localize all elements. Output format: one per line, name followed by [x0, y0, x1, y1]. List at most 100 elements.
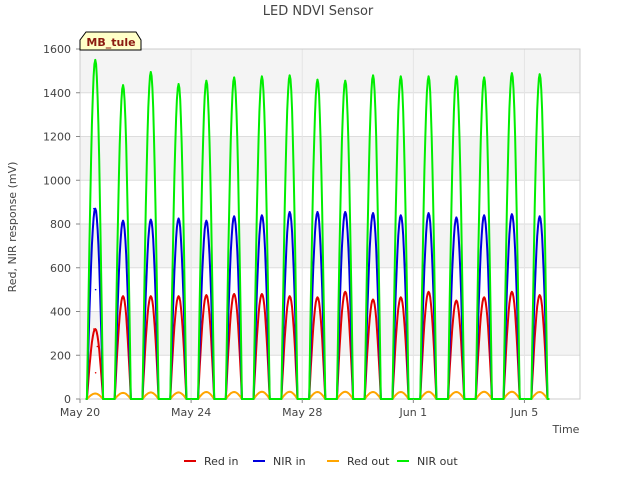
- legend-label: NIR in: [273, 455, 306, 468]
- data-point: [288, 295, 291, 297]
- data-point: [344, 390, 346, 393]
- data-point: [205, 294, 207, 296]
- y-axis-ticks: 0 200 400 600 800 1000 1200 1400 1600: [43, 43, 80, 406]
- data-point: [94, 288, 97, 291]
- data-point: [538, 391, 541, 393]
- background-band: [80, 311, 580, 356]
- background-band: [80, 49, 580, 93]
- data-point: [316, 391, 319, 393]
- site-badge-label: MB_tule: [86, 36, 135, 49]
- x-tick-label: May 28: [282, 406, 322, 419]
- data-point: [510, 72, 513, 74]
- data-point: [399, 296, 402, 299]
- data-point: [233, 293, 235, 295]
- data-point: [510, 213, 513, 215]
- data-point: [149, 391, 152, 394]
- data-point: [316, 211, 319, 213]
- data-point: [483, 296, 485, 299]
- background-band: [80, 136, 580, 181]
- data-point: [93, 328, 95, 330]
- data-point: [427, 291, 430, 293]
- data-point: [483, 214, 485, 217]
- data-point: [372, 74, 374, 77]
- y-axis-label: Red, NIR response (mV): [6, 162, 19, 293]
- chart-title: LED NDVI Sensor: [263, 4, 374, 19]
- legend-label: Red in: [204, 455, 238, 468]
- data-point: [233, 215, 235, 218]
- x-axis-label: Time: [552, 423, 580, 436]
- series-layer: [85, 58, 550, 400]
- x-tick-label: May 24: [171, 406, 211, 419]
- data-point: [205, 391, 207, 393]
- data-point: [427, 212, 430, 214]
- y-tick-label: 400: [50, 306, 71, 319]
- data-point: [177, 295, 180, 297]
- y-tick-label: 600: [50, 262, 71, 275]
- data-point: [455, 75, 457, 78]
- data-point: [483, 390, 485, 393]
- data-point: [316, 78, 319, 81]
- data-point: [455, 216, 457, 219]
- data-point: [260, 293, 263, 295]
- x-tick-label: May 20: [60, 406, 100, 419]
- data-point: [344, 211, 346, 213]
- data-point: [510, 291, 513, 293]
- y-tick-label: 1400: [43, 87, 71, 100]
- site-badge-box: [79, 31, 142, 51]
- data-point: [96, 345, 99, 348]
- background-band: [80, 180, 580, 224]
- legend-label: NIR out: [417, 455, 458, 468]
- data-point: [399, 391, 402, 393]
- background-band: [80, 355, 580, 399]
- data-point: [455, 299, 457, 302]
- data-point: [149, 71, 152, 73]
- background-band: [80, 267, 580, 312]
- x-tick-label: Jun 1: [398, 406, 427, 419]
- data-point: [122, 295, 124, 297]
- data-point: [288, 211, 291, 213]
- data-point: [233, 76, 235, 79]
- data-point: [372, 298, 374, 301]
- data-point: [427, 390, 430, 393]
- x-axis-ticks: May 20 May 24 May 28 Jun 1 Jun 5: [60, 399, 538, 419]
- legend: Red in NIR in Red out NIR out: [184, 455, 458, 468]
- data-point: [177, 83, 180, 85]
- legend-label: Red out: [347, 455, 390, 468]
- data-point: [399, 214, 402, 217]
- data-point: [177, 217, 180, 220]
- data-point: [538, 73, 541, 75]
- y-tick-label: 200: [50, 349, 71, 362]
- y-tick-label: 0: [64, 393, 71, 406]
- data-point: [344, 291, 346, 293]
- y-tick-label: 1000: [43, 174, 71, 187]
- site-badge: MB_tule: [79, 31, 142, 51]
- data-point: [177, 391, 180, 394]
- data-point: [510, 390, 513, 393]
- data-point: [483, 76, 485, 79]
- data-point: [149, 295, 152, 297]
- data-point: [233, 391, 235, 393]
- data-point: [260, 75, 263, 78]
- data-point: [205, 79, 207, 82]
- data-point: [94, 392, 96, 395]
- data-point: [260, 390, 263, 393]
- y-tick-label: 1600: [43, 43, 71, 56]
- x-tick-label: Jun 5: [510, 406, 539, 419]
- data-point: [344, 79, 346, 82]
- data-point: [122, 219, 124, 222]
- data-point: [427, 75, 430, 78]
- data-point: [372, 391, 374, 393]
- background-bands: [80, 49, 580, 399]
- data-point: [538, 215, 541, 218]
- data-point: [316, 296, 319, 299]
- data-point: [93, 207, 95, 210]
- data-point: [94, 59, 96, 61]
- data-point: [372, 212, 374, 214]
- data-point: [122, 84, 124, 86]
- data-point: [538, 294, 541, 296]
- data-point: [149, 218, 152, 221]
- data-point: [94, 371, 97, 374]
- data-point: [288, 390, 291, 393]
- y-tick-label: 800: [50, 218, 71, 231]
